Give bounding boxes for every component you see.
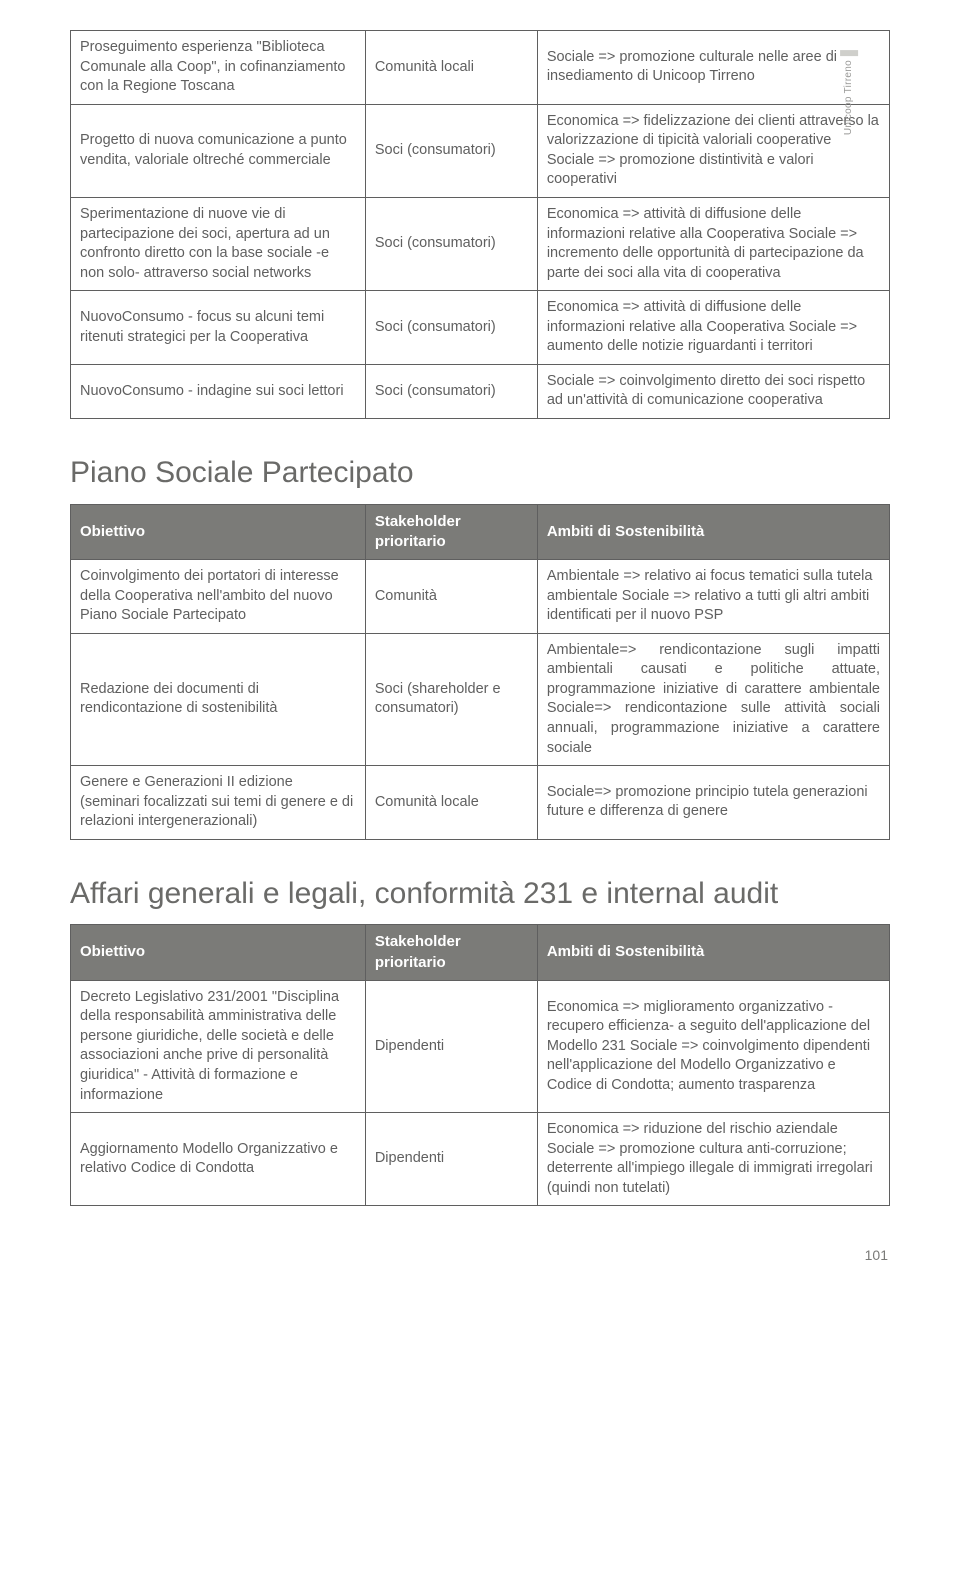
section-title-piano: Piano Sociale Partecipato <box>70 453 890 494</box>
cell-ambiti: Economica => attività di diffusione dell… <box>537 197 889 290</box>
table-piano: Obiettivo Stakeholder prioritario Ambiti… <box>70 504 890 840</box>
col-header-ambiti: Ambiti di Sostenibilità <box>537 504 889 560</box>
cell-stakeholder: Soci (shareholder e consumatori) <box>365 633 537 765</box>
cell-ambiti: Ambientale => relativo ai focus tematici… <box>537 560 889 634</box>
cell-obiettivo: Redazione dei documenti di rendicontazio… <box>71 633 366 765</box>
table-row: Sperimentazione di nuove vie di partecip… <box>71 197 890 290</box>
table-row: Progetto di nuova comunicazione a punto … <box>71 104 890 197</box>
table-row: NuovoConsumo - focus su alcuni temi rite… <box>71 291 890 365</box>
cell-ambiti: Economica => attività di diffusione dell… <box>537 291 889 365</box>
cell-stakeholder: Comunità locali <box>365 31 537 105</box>
table-row: Coinvolgimento dei portatori di interess… <box>71 560 890 634</box>
col-header-obiettivo: Obiettivo <box>71 925 366 981</box>
table-row: NuovoConsumo - indagine sui soci lettori… <box>71 364 890 418</box>
cell-ambiti: Ambientale=> rendicontazione sugli impat… <box>537 633 889 765</box>
section-title-affari: Affari generali e legali, conformità 231… <box>70 874 890 915</box>
cell-stakeholder: Dipendenti <box>365 980 537 1112</box>
cell-stakeholder: Soci (consumatori) <box>365 197 537 290</box>
col-header-stakeholder: Stakeholder prioritario <box>365 925 537 981</box>
col-header-obiettivo: Obiettivo <box>71 504 366 560</box>
table-affari: Obiettivo Stakeholder prioritario Ambiti… <box>70 924 890 1206</box>
table-continuation: Proseguimento esperienza "Biblioteca Com… <box>70 30 890 419</box>
cell-stakeholder: Comunità <box>365 560 537 634</box>
table-row: Proseguimento esperienza "Biblioteca Com… <box>71 31 890 105</box>
cell-obiettivo: NuovoConsumo - focus su alcuni temi rite… <box>71 291 366 365</box>
side-label: Unicoop Tirreno <box>840 50 858 135</box>
cell-stakeholder: Soci (consumatori) <box>365 104 537 197</box>
col-header-stakeholder: Stakeholder prioritario <box>365 504 537 560</box>
cell-ambiti: Economica => miglioramento organizzativo… <box>537 980 889 1112</box>
cell-obiettivo: Sperimentazione di nuove vie di partecip… <box>71 197 366 290</box>
cell-stakeholder: Soci (consumatori) <box>365 291 537 365</box>
cell-ambiti: Sociale => coinvolgimento diretto dei so… <box>537 364 889 418</box>
cell-ambiti: Economica => fidelizzazione dei clienti … <box>537 104 889 197</box>
table-row: Decreto Legislativo 231/2001 "Disciplina… <box>71 980 890 1112</box>
cell-obiettivo: Genere e Generazioni II edizione (semina… <box>71 766 366 840</box>
cell-obiettivo: Aggiornamento Modello Organizzativo e re… <box>71 1113 366 1206</box>
col-header-ambiti: Ambiti di Sostenibilità <box>537 925 889 981</box>
cell-obiettivo: Proseguimento esperienza "Biblioteca Com… <box>71 31 366 105</box>
table-row: Genere e Generazioni II edizione (semina… <box>71 766 890 840</box>
cell-obiettivo: Progetto di nuova comunicazione a punto … <box>71 104 366 197</box>
cell-stakeholder: Soci (consumatori) <box>365 364 537 418</box>
table-row: Redazione dei documenti di rendicontazio… <box>71 633 890 765</box>
table-row: Aggiornamento Modello Organizzativo e re… <box>71 1113 890 1206</box>
cell-obiettivo: Decreto Legislativo 231/2001 "Disciplina… <box>71 980 366 1112</box>
cell-ambiti: Economica => riduzione del rischio azien… <box>537 1113 889 1206</box>
cell-obiettivo: Coinvolgimento dei portatori di interess… <box>71 560 366 634</box>
cell-ambiti: Sociale=> promozione principio tutela ge… <box>537 766 889 840</box>
cell-stakeholder: Comunità locale <box>365 766 537 840</box>
cell-ambiti: Sociale => promozione culturale nelle ar… <box>537 31 889 105</box>
cell-obiettivo: NuovoConsumo - indagine sui soci lettori <box>71 364 366 418</box>
page-number: 101 <box>70 1246 890 1265</box>
cell-stakeholder: Dipendenti <box>365 1113 537 1206</box>
